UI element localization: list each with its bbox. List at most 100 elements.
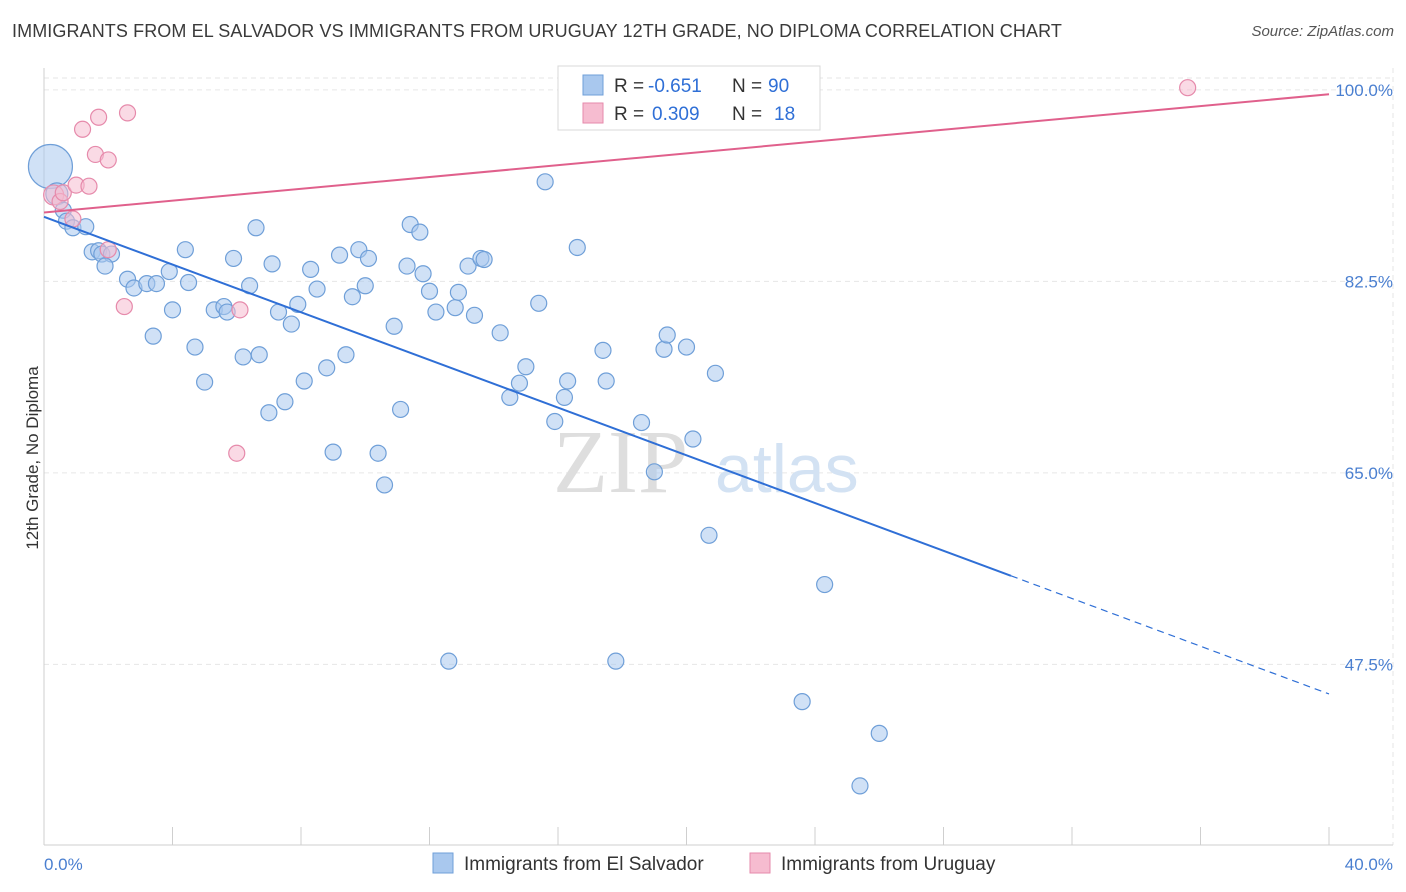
point-el-salvador-36 xyxy=(295,372,313,390)
point-el-salvador-25 xyxy=(224,249,243,268)
y-axis-label: 12th Grade, No Diploma xyxy=(23,366,42,550)
point-el-salvador-75 xyxy=(597,372,615,390)
point-el-salvador-59 xyxy=(449,283,468,301)
trend-line-uruguay xyxy=(43,93,1330,214)
point-el-salvador-0 xyxy=(27,143,74,190)
point-el-salvador-63 xyxy=(475,250,493,269)
point-el-salvador-76 xyxy=(607,652,625,670)
point-uruguay-9 xyxy=(99,151,117,169)
point-el-salvador-20 xyxy=(186,338,204,356)
y-tick-label-0: 100.0% xyxy=(1335,81,1393,100)
correlation-legend: R = -0.651 N = 90 R = 0.309 N = 18 xyxy=(557,65,821,131)
point-el-salvador-18 xyxy=(163,301,182,319)
series-legend: Immigrants from El Salvador Immigrants f… xyxy=(432,852,996,875)
legend-n-value-2: 18 xyxy=(774,104,795,125)
watermark: ZIP atlas xyxy=(553,413,859,512)
series-legend-swatch-pink xyxy=(749,852,771,874)
point-el-salvador-45 xyxy=(356,277,374,295)
y-tick-label-3: 47.5% xyxy=(1345,655,1393,674)
point-uruguay-8 xyxy=(90,108,108,126)
point-el-salvador-83 xyxy=(700,526,718,544)
point-uruguay-2 xyxy=(54,184,72,202)
point-el-salvador-16 xyxy=(176,241,194,259)
point-el-salvador-87 xyxy=(851,777,869,795)
legend-n-value-1: 90 xyxy=(768,76,789,97)
watermark-atlas: atlas xyxy=(715,431,859,507)
point-el-salvador-49 xyxy=(385,317,403,335)
legend-r-label-2: R = xyxy=(614,104,644,125)
point-el-salvador-72 xyxy=(559,372,577,390)
legend-swatch-pink xyxy=(582,102,604,124)
point-el-salvador-71 xyxy=(555,388,574,407)
point-el-salvador-29 xyxy=(250,346,268,364)
point-uruguay-13 xyxy=(228,444,246,462)
trend-line-el-salvador xyxy=(43,215,1012,577)
point-el-salvador-73 xyxy=(568,238,586,257)
chart-title: IMMIGRANTS FROM EL SALVADOR VS IMMIGRANT… xyxy=(12,21,1062,41)
point-el-salvador-70 xyxy=(546,412,564,431)
trend-line-el-salvador-extension xyxy=(1010,575,1330,695)
point-el-salvador-19 xyxy=(144,327,162,345)
point-el-salvador-54 xyxy=(414,265,432,283)
point-uruguay-10 xyxy=(99,241,117,259)
point-el-salvador-85 xyxy=(793,693,811,711)
point-uruguay-12 xyxy=(118,104,137,122)
point-el-salvador-50 xyxy=(391,400,410,419)
series-legend-swatch-blue xyxy=(432,852,454,874)
grid-lines xyxy=(44,68,1394,845)
point-el-salvador-28 xyxy=(247,219,265,237)
point-el-salvador-58 xyxy=(446,299,464,317)
point-uruguay-5 xyxy=(73,120,92,138)
point-el-salvador-26 xyxy=(234,348,252,366)
point-el-salvador-48 xyxy=(375,476,394,494)
point-uruguay-11 xyxy=(115,297,133,316)
legend-n-label-1: N = xyxy=(732,76,762,97)
point-uruguay-14 xyxy=(231,301,249,319)
point-el-salvador-17 xyxy=(179,273,198,292)
point-el-salvador-34 xyxy=(282,315,300,333)
point-el-salvador-33 xyxy=(276,393,294,411)
point-el-salvador-31 xyxy=(263,255,281,273)
legend-r-value-2: 0.309 xyxy=(652,104,700,125)
point-el-salvador-79 xyxy=(655,340,673,358)
series-legend-label-blue: Immigrants from El Salvador xyxy=(464,854,704,875)
source-credit: Source: ZipAtlas.com xyxy=(1251,23,1394,40)
point-el-salvador-30 xyxy=(260,404,278,422)
legend-n-label-2: N = xyxy=(732,104,762,125)
trend-lines xyxy=(43,93,1330,695)
legend-swatch-blue xyxy=(582,74,604,96)
y-tick-label-2: 65.0% xyxy=(1345,464,1393,483)
point-el-salvador-64 xyxy=(491,324,509,342)
legend-r-value-1: -0.651 xyxy=(648,76,702,97)
point-el-salvador-61 xyxy=(465,306,484,324)
point-el-salvador-46 xyxy=(359,249,378,268)
x-tick-label-0: 0.0% xyxy=(44,855,83,874)
series-legend-label-pink: Immigrants from Uruguay xyxy=(781,854,996,875)
series-el-salvador-points xyxy=(27,143,888,795)
point-el-salvador-56 xyxy=(427,303,445,321)
point-el-salvador-78 xyxy=(645,463,663,481)
tick-labels: 100.0% 82.5% 65.0% 47.5% 0.0% 40.0% xyxy=(44,81,1393,874)
point-el-salvador-86 xyxy=(816,575,834,594)
point-el-salvador-81 xyxy=(677,338,696,356)
point-el-salvador-37 xyxy=(302,260,320,278)
point-el-salvador-68 xyxy=(530,294,548,312)
point-el-salvador-40 xyxy=(324,443,342,461)
point-uruguay-16 xyxy=(1179,79,1197,97)
x-tick-label-1: 40.0% xyxy=(1345,855,1393,874)
point-el-salvador-80 xyxy=(658,326,676,344)
point-el-salvador-39 xyxy=(318,359,336,377)
point-el-salvador-14 xyxy=(147,274,166,293)
point-el-salvador-57 xyxy=(440,652,458,670)
point-el-salvador-41 xyxy=(330,246,349,264)
point-el-salvador-77 xyxy=(632,413,651,432)
point-el-salvador-88 xyxy=(870,724,888,742)
point-el-salvador-82 xyxy=(684,430,702,448)
watermark-zip: ZIP xyxy=(553,413,688,512)
point-el-salvador-74 xyxy=(594,341,612,359)
point-el-salvador-66 xyxy=(510,374,529,392)
series-uruguay-points xyxy=(43,79,1197,462)
point-el-salvador-35 xyxy=(289,295,307,313)
point-el-salvador-47 xyxy=(369,444,387,462)
